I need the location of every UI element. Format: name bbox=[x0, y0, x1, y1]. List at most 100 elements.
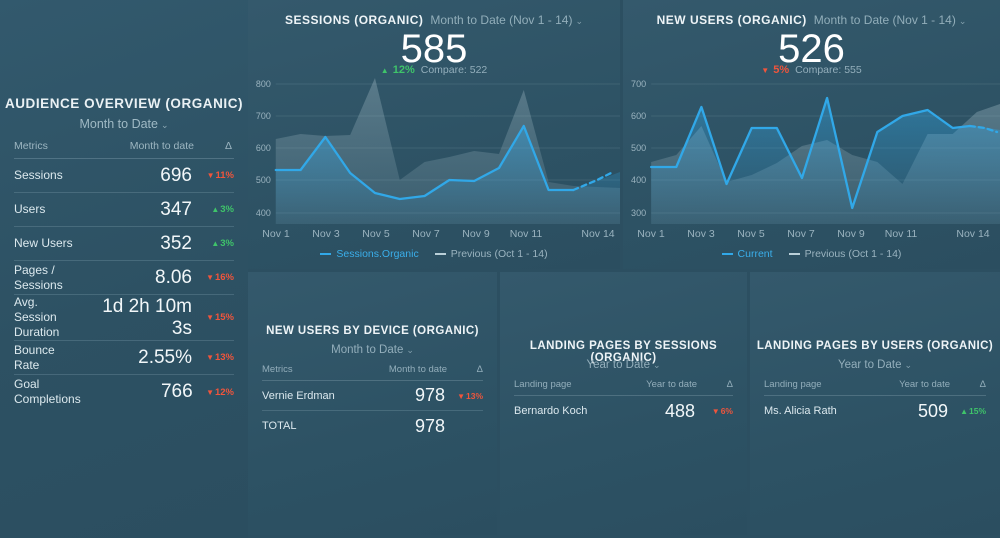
trend-up-icon: ▲ bbox=[211, 239, 220, 248]
column-header-value: Year to date bbox=[646, 379, 697, 390]
current-series-area bbox=[275, 126, 620, 224]
metric-delta: ▲3% bbox=[192, 204, 234, 215]
table-row[interactable]: Vernie Erdman 978 ▼13% bbox=[262, 381, 483, 411]
sessions-line-chart: 800 700 600 500 400 bbox=[256, 78, 620, 224]
audience-overview-title: AUDIENCE OVERVIEW (ORGANIC) bbox=[0, 96, 248, 111]
trend-down-icon: ▼ bbox=[711, 407, 720, 416]
chevron-down-icon[interactable]: ⌄ bbox=[160, 120, 169, 130]
column-header-metrics: Metrics bbox=[14, 140, 48, 152]
row-value: 978 bbox=[414, 385, 445, 405]
current-series-line bbox=[274, 124, 575, 201]
sessions-period-label: Month to Date (Nov 1 - 14) bbox=[430, 13, 573, 27]
legend-item-current[interactable]: Sessions.Organic bbox=[320, 248, 419, 260]
table-row[interactable]: Sessions 696 ▼11% bbox=[14, 159, 234, 193]
legend-line-icon bbox=[320, 253, 332, 255]
new-users-compare-text: Compare: 555 bbox=[795, 64, 862, 76]
trend-up-icon: ▲ bbox=[211, 205, 220, 214]
legend-item-previous[interactable]: Previous (Oct 1 - 14) bbox=[434, 248, 548, 260]
landing-pages-by-sessions-panel: LANDING PAGES BY SESSIONS (ORGANIC) Year… bbox=[500, 272, 750, 538]
x-tick: Nov 14 bbox=[581, 228, 615, 240]
metric-label: Users bbox=[14, 202, 46, 216]
table-row[interactable]: Goal Completions 766 ▼12% bbox=[14, 375, 234, 409]
legend-line-icon bbox=[721, 253, 733, 255]
legend-item-current[interactable]: Current bbox=[721, 248, 773, 260]
device-panel-title: NEW USERS BY DEVICE (ORGANIC) bbox=[266, 325, 479, 337]
x-tick: Nov 5 bbox=[737, 228, 765, 240]
audience-overview-period-label: Month to Date bbox=[79, 117, 158, 131]
metric-delta: ▼15% bbox=[192, 312, 234, 323]
chevron-down-icon[interactable]: ⌄ bbox=[575, 16, 583, 26]
landing-sessions-period-selector[interactable]: Year to Date ⌄ bbox=[500, 359, 747, 371]
sessions-delta: ▲ 12% bbox=[381, 64, 415, 76]
chevron-down-icon[interactable]: ⌄ bbox=[904, 360, 913, 370]
current-series-line bbox=[649, 96, 971, 210]
svg-text:500: 500 bbox=[631, 143, 646, 153]
row-delta: ▼13% bbox=[445, 391, 483, 401]
table-row[interactable]: Pages / Sessions 8.06 ▼16% bbox=[14, 261, 234, 295]
chevron-down-icon[interactable]: ⌄ bbox=[652, 360, 661, 370]
column-header-name: Landing page bbox=[514, 379, 572, 390]
new-users-line-chart: 700 600 500 400 300 bbox=[631, 79, 1000, 224]
new-users-big-value: 526 bbox=[778, 27, 845, 71]
table-total-row: TOTAL 978 bbox=[262, 411, 483, 441]
metric-value: 8.06 bbox=[155, 266, 192, 288]
row-name: Ms. Alicia Rath bbox=[764, 405, 837, 417]
total-value: 978 bbox=[414, 415, 445, 436]
metric-delta-text: 13% bbox=[214, 352, 234, 363]
table-row[interactable]: Bounce Rate 2.55% ▼13% bbox=[14, 341, 234, 375]
metric-delta-text: 16% bbox=[214, 272, 234, 283]
total-label: TOTAL bbox=[262, 420, 297, 432]
svg-text:700: 700 bbox=[631, 79, 646, 89]
new-users-delta: ▼ 5% bbox=[761, 64, 789, 76]
current-series-forecast-line bbox=[968, 124, 999, 134]
table-header-row: Landing page Year to date Δ bbox=[514, 379, 733, 396]
landing-users-table: Landing page Year to date Δ Ms. Alicia R… bbox=[764, 379, 986, 426]
landing-sessions-period-label: Year to Date bbox=[586, 359, 650, 371]
row-delta: ▲15% bbox=[948, 406, 986, 416]
table-row[interactable]: Ms. Alicia Rath 509 ▲15% bbox=[764, 396, 986, 426]
column-header-delta: Δ bbox=[726, 379, 733, 390]
svg-text:800: 800 bbox=[256, 79, 271, 89]
metric-value: 696 bbox=[160, 164, 192, 186]
column-header-delta: Δ bbox=[476, 364, 483, 375]
x-tick: Nov 1 bbox=[637, 228, 665, 240]
audience-overview-period-selector[interactable]: Month to Date ⌄ bbox=[0, 117, 248, 131]
metric-value: 347 bbox=[160, 198, 192, 220]
table-row[interactable]: Avg. Session Duration 1d 2h 10m 3s ▼15% bbox=[14, 295, 234, 341]
column-header-name: Metrics bbox=[262, 364, 293, 375]
chevron-down-icon[interactable]: ⌄ bbox=[958, 16, 967, 26]
row-value: 488 bbox=[664, 400, 695, 421]
table-row[interactable]: New Users 352 ▲3% bbox=[14, 227, 234, 261]
trend-down-icon: ▼ bbox=[761, 66, 770, 75]
column-header-delta: Δ bbox=[979, 379, 986, 390]
table-row[interactable]: Bernardo Koch 488 ▼6% bbox=[514, 396, 733, 426]
landing-users-period-label: Year to Date bbox=[837, 359, 902, 371]
trend-down-icon: ▼ bbox=[206, 353, 214, 362]
table-row[interactable]: Users 347 ▲3% bbox=[14, 193, 234, 227]
new-users-chart-panel: NEW USERS (ORGANIC) Month to Date (Nov 1 … bbox=[623, 0, 1000, 272]
sessions-period-selector[interactable]: Month to Date (Nov 1 - 14) ⌄ bbox=[430, 13, 583, 27]
metric-delta-text: 15% bbox=[214, 312, 234, 323]
dashboard-main: SESSIONS (ORGANIC) Month to Date (Nov 1 -… bbox=[248, 0, 1000, 538]
x-tick: Nov 7 bbox=[787, 228, 815, 240]
legend-line-icon bbox=[788, 253, 800, 255]
row-delta-text: 6% bbox=[720, 406, 733, 416]
svg-text:500: 500 bbox=[256, 175, 271, 185]
new-users-period-selector[interactable]: Month to Date (Nov 1 - 14) ⌄ bbox=[814, 13, 967, 27]
chevron-down-icon[interactable]: ⌄ bbox=[406, 345, 414, 355]
landing-users-period-selector[interactable]: Year to Date ⌄ bbox=[750, 359, 1000, 371]
metric-delta-text: 3% bbox=[220, 238, 234, 249]
current-series-area bbox=[651, 98, 1000, 224]
x-tick: Nov 9 bbox=[462, 228, 490, 240]
new-users-by-device-panel: NEW USERS BY DEVICE (ORGANIC) Month to D… bbox=[248, 272, 500, 538]
svg-text:600: 600 bbox=[256, 143, 271, 153]
sessions-chart-panel: SESSIONS (ORGANIC) Month to Date (Nov 1 -… bbox=[248, 0, 623, 272]
row-name: Bernardo Koch bbox=[514, 405, 588, 417]
table-header-row: Metrics Month to date Δ bbox=[262, 364, 483, 381]
metric-delta-text: 11% bbox=[215, 170, 235, 181]
legend-item-previous[interactable]: Previous (Oct 1 - 14) bbox=[788, 248, 901, 260]
audience-metrics-table: Metrics Month to date Δ Sessions 696 ▼11… bbox=[14, 140, 234, 409]
device-period-selector[interactable]: Month to Date ⌄ bbox=[248, 344, 497, 356]
sessions-x-axis: Nov 1 Nov 3 Nov 5 Nov 7 Nov 9 Nov 11 Nov… bbox=[248, 228, 620, 244]
